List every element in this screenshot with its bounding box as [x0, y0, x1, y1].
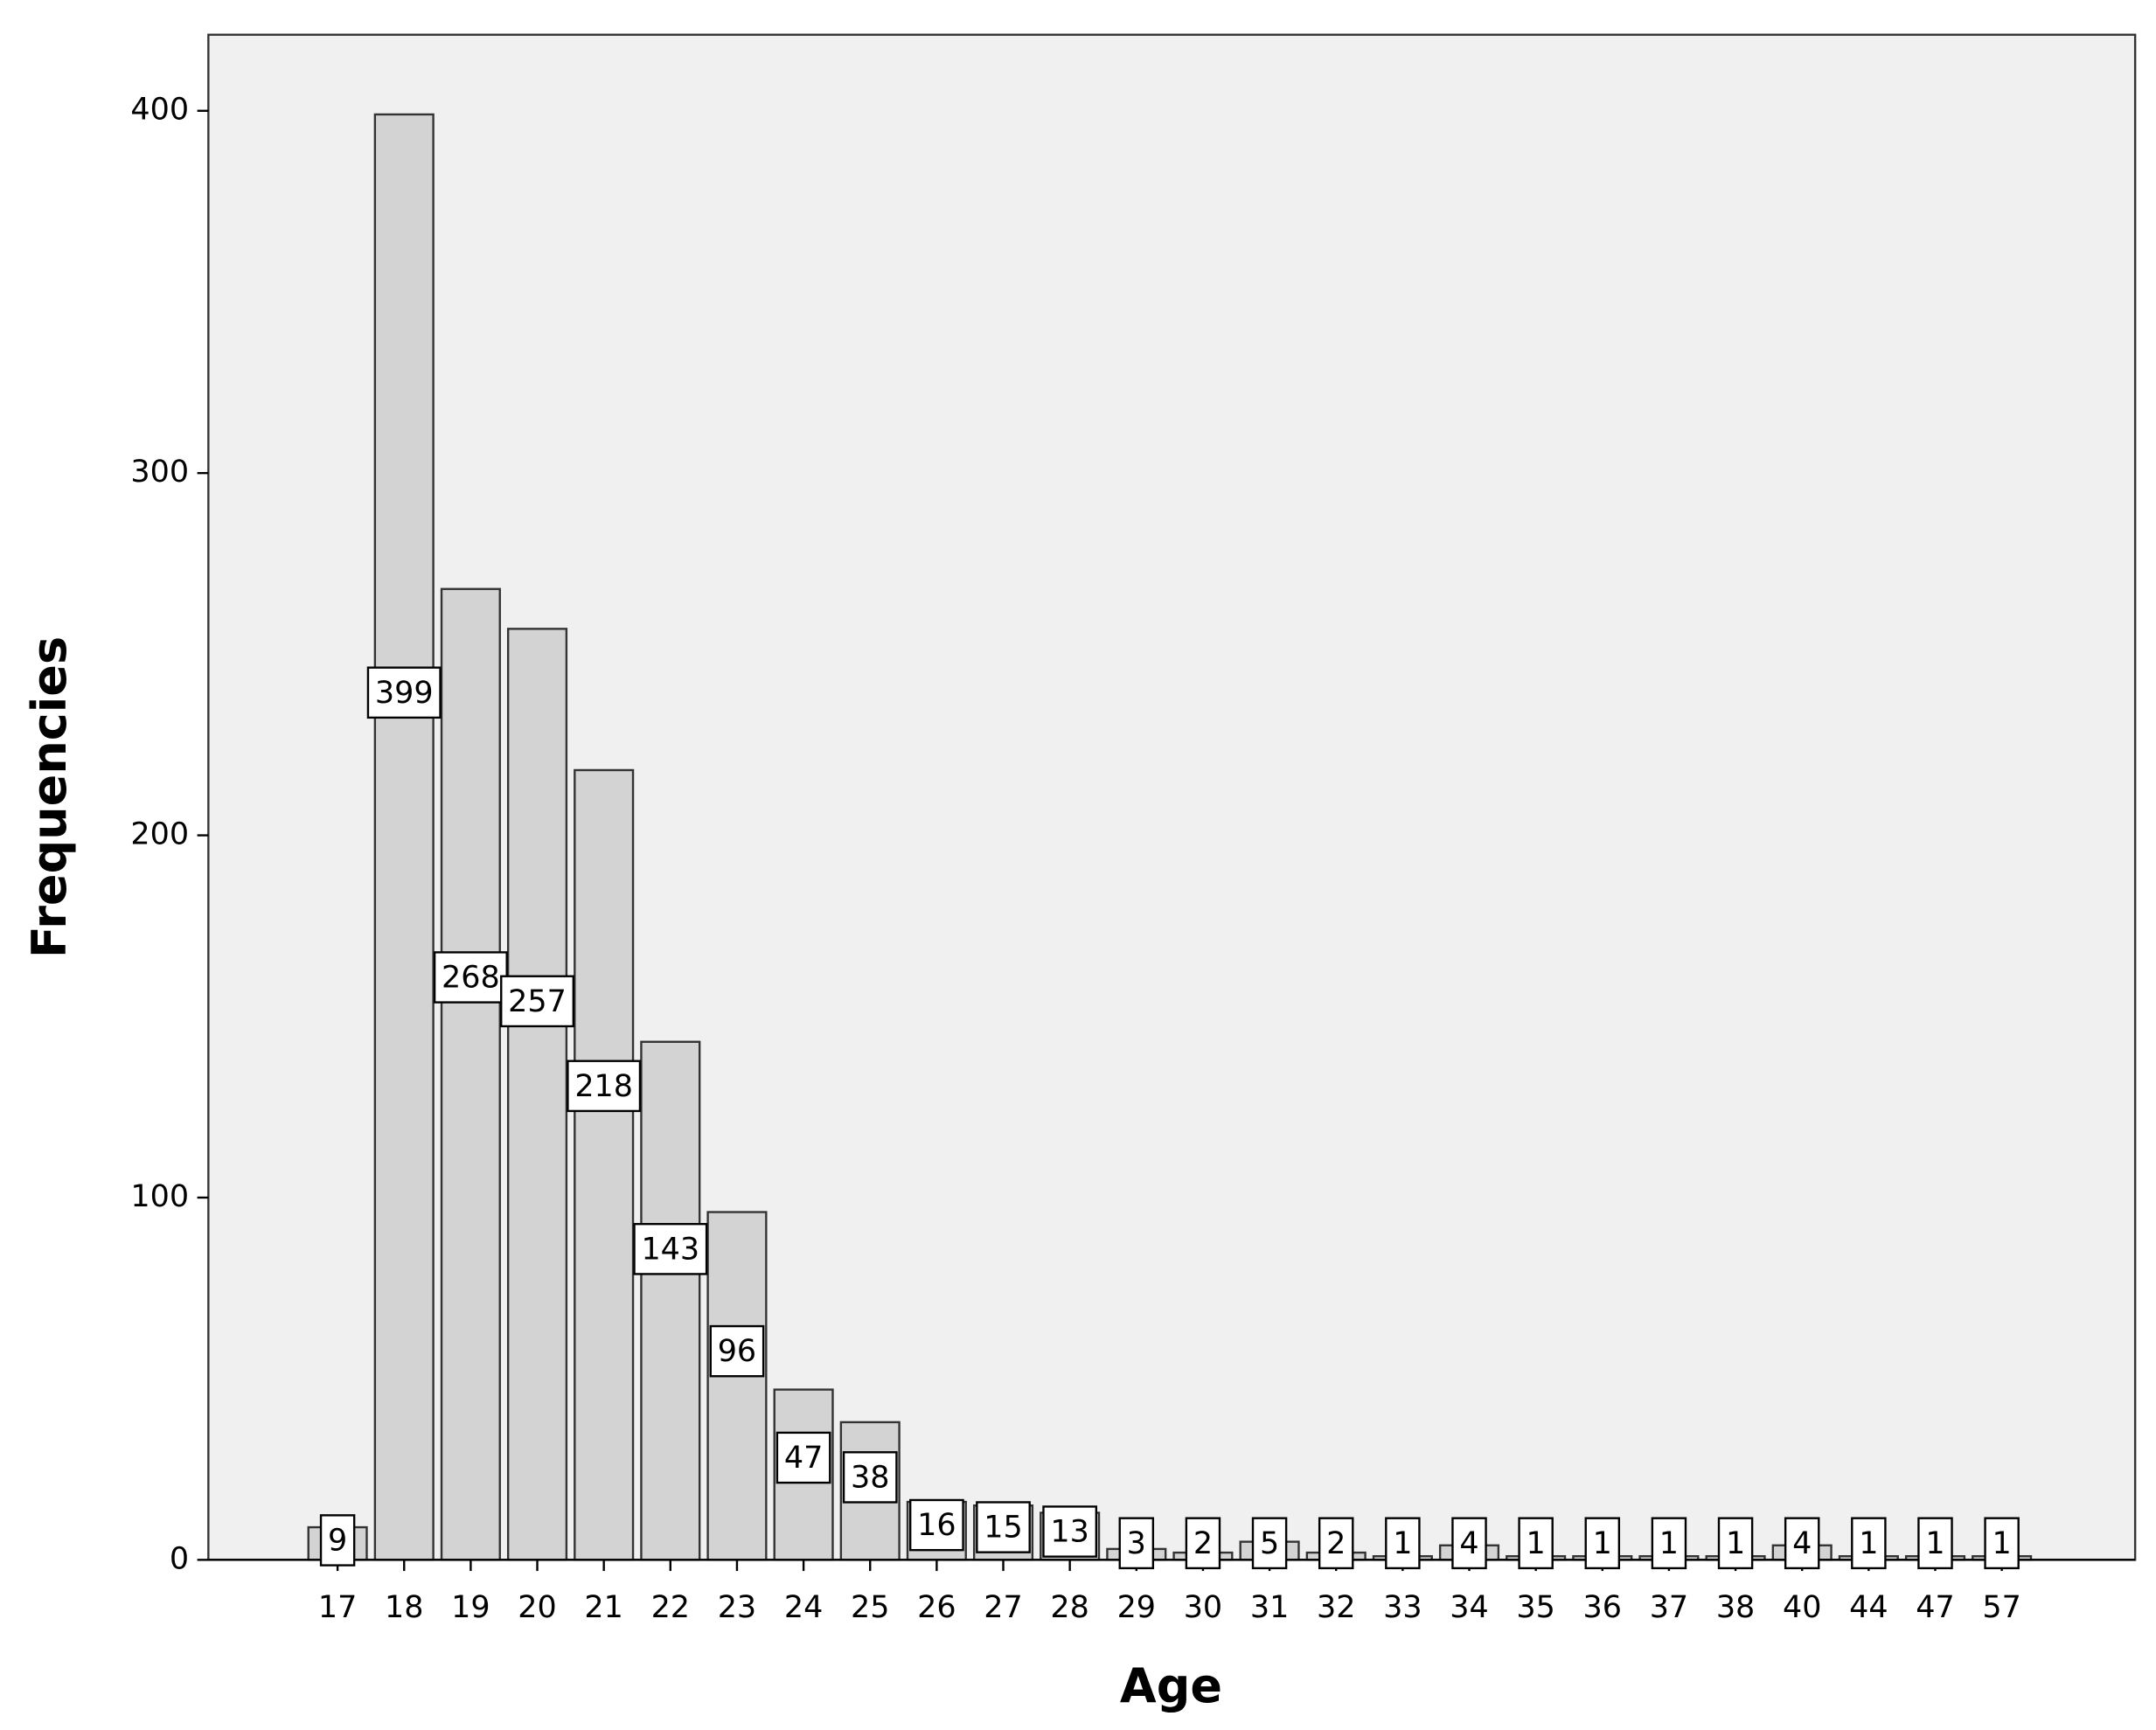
x-tick-label: 38: [1716, 1590, 1755, 1625]
data-label: 2: [1326, 1526, 1346, 1561]
y-tick-label: 100: [130, 1179, 189, 1214]
data-label: 1: [1659, 1526, 1679, 1561]
x-tick-label: 30: [1184, 1590, 1222, 1625]
data-label: 257: [508, 984, 567, 1019]
data-label: 38: [851, 1460, 889, 1495]
data-label: 268: [442, 961, 500, 996]
data-label-box: [366, 666, 442, 719]
data-label-box: [1451, 1517, 1487, 1570]
bar: [373, 113, 435, 1561]
data-label: 15: [984, 1511, 1022, 1546]
y-tick-label: 0: [170, 1541, 189, 1576]
x-tick-label: 19: [451, 1590, 490, 1625]
x-tick-label: 34: [1450, 1590, 1488, 1625]
data-label: 1: [1726, 1526, 1745, 1561]
data-label: 399: [375, 676, 434, 711]
y-tick-label: 400: [130, 93, 189, 128]
data-label-box: [1784, 1517, 1820, 1570]
data-label: 1: [1925, 1526, 1944, 1561]
data-label-box: [709, 1324, 765, 1378]
data-label: 9: [328, 1524, 347, 1559]
data-label: 1: [1859, 1526, 1878, 1561]
bar: [440, 587, 501, 1561]
data-label: 96: [718, 1334, 756, 1369]
data-label-box: [500, 975, 575, 1028]
data-label-box: [1717, 1517, 1754, 1570]
x-tick-label: 18: [385, 1590, 423, 1625]
x-tick-label: 22: [651, 1590, 690, 1625]
data-label-box: [842, 1451, 898, 1504]
y-tick-label: 300: [130, 455, 189, 490]
x-tick-label: 23: [718, 1590, 756, 1625]
bar: [706, 1211, 768, 1561]
x-axis-title: Age: [1120, 1658, 1222, 1713]
y-tick-label: 200: [130, 817, 189, 852]
x-tick-label: 29: [1117, 1590, 1156, 1625]
data-label-box: [1518, 1517, 1554, 1570]
data-label-box: [1042, 1505, 1098, 1558]
data-label-box: [1917, 1517, 1953, 1570]
x-tick-label: 20: [518, 1590, 556, 1625]
x-tick-label: 40: [1783, 1590, 1821, 1625]
x-tick-label: 57: [1982, 1590, 2020, 1625]
data-label: 1: [1393, 1526, 1412, 1561]
data-label: 13: [1050, 1515, 1088, 1550]
data-label-box: [1318, 1517, 1354, 1570]
data-label-box: [633, 1223, 708, 1275]
data-label-box: [1385, 1517, 1421, 1570]
data-label: 4: [1792, 1526, 1812, 1561]
data-label: 4: [1459, 1526, 1478, 1561]
x-tick-label: 35: [1516, 1590, 1554, 1625]
data-label-box: [1118, 1517, 1155, 1570]
x-tick-label: 27: [984, 1590, 1022, 1625]
data-label-box: [775, 1431, 831, 1484]
data-label: 143: [641, 1232, 699, 1267]
data-label-box: [1651, 1517, 1687, 1570]
data-label-box: [909, 1498, 964, 1552]
data-label: 218: [574, 1069, 633, 1104]
data-label: 1: [1593, 1526, 1612, 1561]
data-label: 16: [917, 1508, 956, 1543]
data-label-box: [567, 1060, 642, 1113]
bar: [506, 628, 568, 1561]
data-label: 2: [1193, 1526, 1213, 1561]
bar: [640, 1040, 701, 1561]
data-label-box: [1851, 1517, 1887, 1570]
x-tick-label: 32: [1317, 1590, 1355, 1625]
data-label-box: [1251, 1517, 1288, 1570]
x-tick-label: 47: [1916, 1590, 1954, 1625]
y-axis-title: Frequencies: [22, 636, 77, 958]
x-tick-label: 33: [1383, 1590, 1422, 1625]
data-label: 3: [1127, 1526, 1146, 1561]
x-tick-label: 36: [1583, 1590, 1622, 1625]
x-tick-label: 26: [917, 1590, 956, 1625]
x-tick-label: 25: [851, 1590, 889, 1625]
x-tick-label: 28: [1050, 1590, 1088, 1625]
x-tick-label: 24: [784, 1590, 823, 1625]
x-tick-label: 21: [584, 1590, 622, 1625]
bar: [574, 768, 635, 1561]
data-label-box: [1984, 1517, 2020, 1570]
x-tick-label: 17: [318, 1590, 357, 1625]
x-tick-label: 31: [1250, 1590, 1289, 1625]
data-label-box: [1584, 1517, 1621, 1570]
data-label: 1: [1527, 1526, 1546, 1561]
data-label-box: [976, 1501, 1031, 1553]
data-label-box: [319, 1514, 356, 1567]
data-label-box: [1185, 1517, 1221, 1570]
data-label: 1: [1993, 1526, 2012, 1561]
x-tick-label: 44: [1849, 1590, 1888, 1625]
data-label: 5: [1260, 1526, 1279, 1561]
x-tick-label: 37: [1650, 1590, 1688, 1625]
data-label: 47: [784, 1441, 823, 1476]
